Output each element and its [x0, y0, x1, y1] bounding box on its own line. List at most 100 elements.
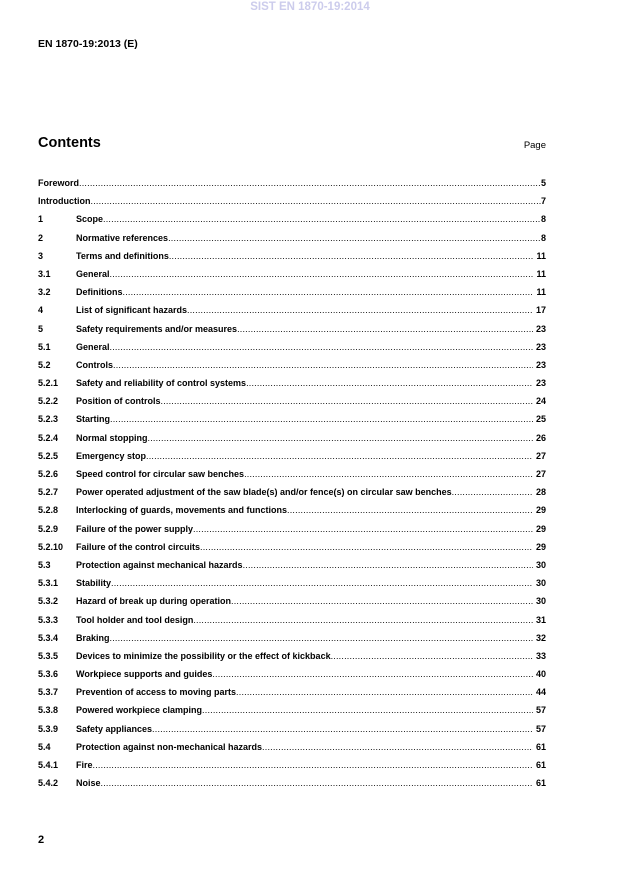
toc-entry-page: 7	[540, 196, 546, 207]
dot-leader: ........................................…	[200, 541, 533, 552]
toc-entry[interactable]: 5.1 General..............................…	[38, 338, 546, 356]
toc-entry[interactable]: 1 Scope..................................…	[38, 210, 546, 228]
toc-entry-number: 5.3.2	[38, 596, 59, 607]
toc-entry[interactable]: 5.3.5 Devices to minimize the possibility…	[38, 647, 546, 665]
toc-entry-number: 5.2.4	[38, 432, 59, 443]
toc-entry[interactable]: 5.3.2 Hazard of break up during operation…	[38, 592, 546, 610]
toc-entry-page: 57	[535, 723, 546, 734]
toc-entry[interactable]: 5.3.3 Tool holder and tool design........…	[38, 611, 546, 629]
dot-leader: ........................................…	[109, 268, 534, 279]
toc-entry-number: 5.4	[38, 741, 51, 752]
toc-entry-number: 5.2.2	[38, 396, 59, 407]
dot-leader: ........................................…	[111, 578, 533, 589]
toc-entry[interactable]: 4 List of significant hazards............…	[38, 301, 546, 319]
dot-leader: ........................................…	[79, 178, 541, 188]
toc-entry[interactable]: 5 Safety requirements and/or measures....…	[38, 320, 546, 338]
toc-entry-title: Introduction	[38, 196, 91, 207]
toc-entry-number: 3.1	[38, 268, 51, 279]
toc-entry-page: 30	[535, 596, 546, 607]
toc-entry[interactable]: 5.3.7 Prevention of access to moving part…	[38, 683, 546, 701]
toc-entry[interactable]: 5.2.6 Speed control for circular saw benc…	[38, 465, 546, 483]
toc-entry-number: 5.2.1	[38, 378, 59, 389]
toc-entry-title: Position of controls	[76, 396, 161, 407]
toc-entry-title: Safety requirements and/or measures	[76, 323, 238, 334]
toc-entry-number: 2	[38, 232, 44, 243]
dot-leader: ........................................…	[103, 214, 541, 225]
toc-entry-number: 5.3	[38, 559, 51, 570]
dot-leader: ........................................…	[212, 669, 533, 680]
toc-entry[interactable]: 5.2.2 Position of controls...............…	[38, 392, 546, 410]
toc-entry-title: Safety appliances	[76, 723, 153, 734]
toc-entry[interactable]: 5.3.4 Braking............................…	[38, 629, 546, 647]
toc-entry[interactable]: 5.2.7 Power operated adjustment of the sa…	[38, 483, 546, 501]
toc-entry-number: 5.2.8	[38, 505, 59, 516]
toc-entry-title: Starting	[76, 414, 111, 425]
dot-leader: ........................................…	[100, 778, 533, 789]
dot-leader: ........................................…	[168, 232, 541, 243]
toc-entry-title: Powered workpiece clamping	[76, 705, 203, 716]
toc-entry[interactable]: 5.3.9 Safety appliances..................…	[38, 720, 546, 738]
toc-entry[interactable]: 3 Terms and definitions..................…	[38, 247, 546, 265]
page-number: 2	[38, 834, 45, 846]
dot-leader: ........................................…	[168, 250, 534, 261]
toc-entry-title: Tool holder and tool design	[76, 614, 194, 625]
toc-entry-number: 5	[38, 323, 44, 334]
toc-entry[interactable]: 3.1 General..............................…	[38, 265, 546, 283]
toc-entry[interactable]: Foreword................................…	[38, 174, 546, 192]
toc-entry[interactable]: 5.2.9 Failure of the power supply........…	[38, 520, 546, 538]
toc-entry[interactable]: 5.3.8 Powered workpiece clamping.........…	[38, 701, 546, 719]
dot-leader: ........................................…	[160, 396, 533, 407]
dot-leader: ........................................…	[242, 559, 533, 570]
toc-entry[interactable]: 3.2 Definitions..........................…	[38, 283, 546, 301]
toc-entry[interactable]: 5.2.5 Emergency stop.....................…	[38, 447, 546, 465]
toc-entry[interactable]: Introduction............................…	[38, 192, 546, 210]
toc-entry[interactable]: 5.4.1 Fire...............................…	[38, 756, 546, 774]
table-of-contents: Foreword................................…	[38, 174, 546, 792]
toc-entry[interactable]: 5.2.1 Safety and reliability of control s…	[38, 374, 546, 392]
toc-entry-page: 61	[535, 760, 546, 770]
dot-leader: ........................................…	[147, 432, 533, 443]
toc-entry-page: 11	[536, 287, 546, 298]
toc-entry-page: 17	[535, 305, 546, 316]
toc-entry-number: 5.1	[38, 341, 51, 352]
toc-entry-title: Noise	[76, 778, 101, 789]
dot-leader: ........................................…	[109, 632, 533, 643]
toc-entry-title: Scope	[76, 214, 104, 225]
dot-leader: ........................................…	[110, 414, 533, 425]
toc-entry-page: 61	[535, 778, 546, 789]
toc-entry[interactable]: 5.2 Controls.............................…	[38, 356, 546, 374]
toc-entry[interactable]: 5.2.4 Normal stopping....................…	[38, 429, 546, 447]
toc-entry-title: Emergency stop	[76, 450, 147, 461]
toc-entry[interactable]: 5.4.2 Noise..............................…	[38, 774, 546, 792]
toc-entry[interactable]: 5.2.8 Interlocking of guards, movements a…	[38, 501, 546, 519]
toc-entry-page: 29	[535, 541, 546, 552]
dot-leader: ........................................…	[236, 687, 533, 698]
toc-entry-page: 29	[535, 505, 546, 516]
toc-entry[interactable]: 5.3.1 Stability..........................…	[38, 574, 546, 592]
toc-entry[interactable]: 2 Normative references...................…	[38, 229, 546, 247]
page-title: Contents	[38, 135, 101, 151]
toc-entry-page: 27	[535, 450, 546, 461]
toc-entry-title: Speed control for circular saw benches	[76, 469, 245, 479]
dot-leader: ........................................…	[193, 523, 533, 534]
toc-entry-number: 5.2.5	[38, 450, 59, 461]
dot-leader: ........................................…	[237, 323, 533, 334]
toc-entry-page: 61	[535, 741, 546, 752]
toc-entry-page: 30	[535, 559, 546, 570]
toc-entry-number: 5.2.7	[38, 487, 59, 498]
toc-entry[interactable]: 5.4 Protection against non-mechanical haz…	[38, 738, 546, 756]
toc-entry-page: 26	[535, 432, 546, 443]
toc-entry[interactable]: 5.3.6 Workpiece supports and guides......…	[38, 665, 546, 683]
dot-leader: ........................................…	[193, 614, 533, 625]
toc-entry[interactable]: 5.3 Protection against mechanical hazards…	[38, 556, 546, 574]
dot-leader: ........................................…	[451, 487, 533, 498]
dot-leader: ........................................…	[92, 760, 533, 770]
toc-entry-page: 25	[535, 414, 546, 425]
toc-entry[interactable]: 5.2.3 Starting...........................…	[38, 410, 546, 428]
toc-entry-number: 5.3.9	[38, 723, 59, 734]
toc-entry-title: Interlocking of guards, movements and fu…	[76, 505, 288, 516]
toc-entry-number: 5.2.10	[38, 541, 64, 552]
toc-entry-page: 8	[540, 232, 546, 243]
toc-entry[interactable]: 5.2.10 Failure of the control circuits...…	[38, 538, 546, 556]
toc-entry-title: Devices to minimize the possibility or t…	[76, 650, 331, 661]
